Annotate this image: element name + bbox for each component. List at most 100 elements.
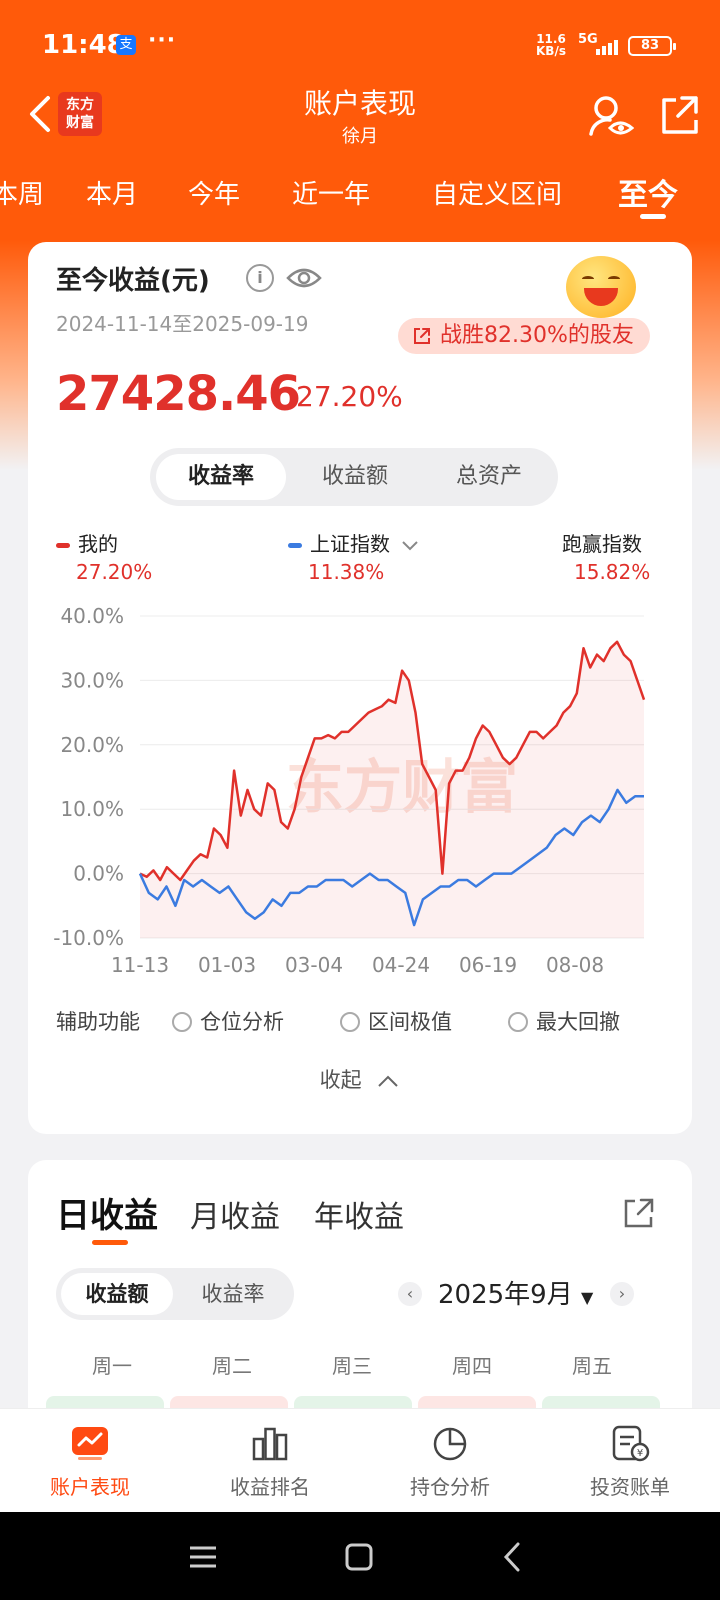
series-line-index xyxy=(138,788,644,927)
series-line-mine xyxy=(139,640,646,882)
segment-return-amount[interactable]: 收益额 xyxy=(321,464,388,489)
metric-segment: 收益率 收益额 总资产 xyxy=(150,448,558,506)
next-month-icon[interactable]: › xyxy=(610,1282,634,1306)
earnings-tab-indicator xyxy=(92,1240,128,1245)
account-name: 徐月 xyxy=(342,126,378,147)
share-icon[interactable] xyxy=(622,1196,656,1230)
weekday-label: 周一 xyxy=(92,1354,132,1378)
chevron-down-icon xyxy=(402,540,419,550)
bottom-tab-holdings-analysis[interactable]: 持仓分析 xyxy=(360,1409,540,1513)
tab-yearly-earnings[interactable]: 年收益 xyxy=(314,1200,404,1235)
y-tick-label: 0.0% xyxy=(73,862,124,886)
user-view-icon[interactable] xyxy=(588,94,634,138)
tab-monthly-earnings[interactable]: 月收益 xyxy=(190,1200,280,1235)
series-area-mine xyxy=(140,641,644,938)
earnings-calendar-card: 日收益 月收益 年收益 收益额 收益率 ‹ 2025年9月 ▼ › 周一 周二 … xyxy=(28,1160,692,1420)
y-tick-label: 20.0% xyxy=(60,733,124,757)
battery-icon: 83 xyxy=(628,36,676,56)
chevron-up-icon xyxy=(378,1075,399,1087)
x-tick-label: 04-24 xyxy=(372,953,430,977)
beat-peers-badge[interactable]: 战胜82.30%的股友 xyxy=(398,318,650,354)
bottom-tab-earnings-rank[interactable]: 收益排名 xyxy=(180,1409,360,1513)
x-tick-label: 01-03 xyxy=(198,953,256,977)
laughing-emoji-icon xyxy=(566,256,636,318)
network-speed: 11.6 KB/s xyxy=(536,33,566,57)
aux-option-label: 仓位分析 xyxy=(200,1010,284,1034)
legend-mine: 我的 xyxy=(56,528,118,557)
return-line-chart[interactable]: 东方财富40.0%30.0%20.0%10.0%0.0%-10.0%11-130… xyxy=(28,592,692,992)
info-icon[interactable]: i xyxy=(246,264,274,292)
signal-bars-icon xyxy=(596,36,620,55)
radio-icon xyxy=(508,1012,528,1032)
net-speed-value: 11.6 xyxy=(536,32,566,46)
more-notifications-icon: ··· xyxy=(148,28,177,53)
bottom-tab-investment-bill[interactable]: ¥ 投资账单 xyxy=(540,1409,720,1513)
segment-earnings-rate[interactable]: 收益率 xyxy=(201,1282,265,1306)
weekday-label: 周三 xyxy=(332,1354,372,1378)
tab-custom-range[interactable]: 自定义区间 xyxy=(432,180,563,210)
total-profit-percent: 27.20% xyxy=(296,380,403,413)
legend-mine-label: 我的 xyxy=(78,532,118,556)
home-icon[interactable] xyxy=(342,1540,376,1574)
bill-icon: ¥ xyxy=(612,1425,650,1462)
beat-text: 战胜82.30%的股友 xyxy=(440,323,634,348)
y-tick-label: 30.0% xyxy=(60,668,124,692)
summary-title: 至今收益(元) xyxy=(56,266,210,296)
x-tick-label: 03-04 xyxy=(285,953,343,977)
y-tick-label: -10.0% xyxy=(53,926,124,950)
eye-icon[interactable] xyxy=(286,264,322,292)
active-tab-indicator xyxy=(640,214,666,219)
prev-month-icon[interactable]: ‹ xyxy=(398,1282,422,1306)
earnings-metric-segment: 收益额 收益率 xyxy=(56,1268,294,1320)
aux-max-drawdown[interactable]: 最大回撤 xyxy=(508,1006,620,1036)
system-navigation-bar xyxy=(0,1512,720,1600)
x-tick-label: 08-08 xyxy=(546,953,604,977)
legend-mine-value: 27.20% xyxy=(76,560,153,584)
bar-chart-icon xyxy=(252,1427,288,1461)
aux-position-analysis[interactable]: 仓位分析 xyxy=(172,1006,284,1036)
tab-to-date[interactable]: 至今 xyxy=(618,178,678,213)
legend-index-value: 11.38% xyxy=(308,560,385,584)
month-selector[interactable]: 2025年9月 ▼ xyxy=(438,1274,593,1311)
legend-index-swatch xyxy=(288,543,302,548)
segment-earnings-amount[interactable]: 收益额 xyxy=(61,1273,173,1315)
share-icon[interactable] xyxy=(660,94,700,136)
tab-this-week[interactable]: 本周 xyxy=(0,180,45,210)
aux-option-label: 最大回撤 xyxy=(536,1010,620,1034)
caret-down-icon: ▼ xyxy=(580,1288,594,1307)
date-range: 2024-11-14至2025-09-19 xyxy=(56,312,309,336)
tab-this-year[interactable]: 今年 xyxy=(188,180,241,210)
tab-daily-earnings[interactable]: 日收益 xyxy=(56,1196,158,1236)
bottom-tab-bar: 账户表现 收益排名 持仓分析 ¥ 投资账单 xyxy=(0,1408,720,1512)
radio-icon xyxy=(172,1012,192,1032)
x-tick-label: 11-13 xyxy=(111,953,169,977)
legend-mine-swatch xyxy=(56,543,70,548)
status-bar: 11:48 支 ··· 11.6 KB/s 5G 83 xyxy=(0,0,720,90)
share-small-icon xyxy=(414,328,430,344)
bottom-tab-account-performance[interactable]: 账户表现 xyxy=(0,1409,180,1513)
segment-return-rate[interactable]: 收益率 xyxy=(156,454,286,500)
bottom-tab-label: 收益排名 xyxy=(230,1475,310,1499)
performance-card: 至今收益(元) i 2024-11-14至2025-09-19 战胜82.30%… xyxy=(28,242,692,1134)
tab-this-month[interactable]: 本月 xyxy=(86,180,139,210)
aux-range-extreme[interactable]: 区间极值 xyxy=(340,1006,452,1036)
collapse-button[interactable]: 收起 xyxy=(28,1064,692,1094)
bottom-tab-label: 账户表现 xyxy=(50,1475,130,1499)
legend-outperform-label: 跑赢指数 xyxy=(562,532,642,556)
tab-last-year[interactable]: 近一年 xyxy=(292,180,371,210)
back-icon[interactable] xyxy=(496,1540,530,1574)
collapse-label: 收起 xyxy=(319,1068,362,1092)
legend-outperform-value: 15.82% xyxy=(574,560,651,584)
legend-index-label: 上证指数 xyxy=(310,532,390,556)
menu-icon[interactable] xyxy=(186,1540,220,1574)
status-time: 11:48 xyxy=(42,30,125,60)
page-title: 账户表现 xyxy=(303,87,416,120)
signal-type: 5G xyxy=(578,32,598,47)
y-tick-label: 40.0% xyxy=(60,604,124,628)
month-label: 2025年9月 xyxy=(438,1280,573,1310)
alipay-icon: 支 xyxy=(116,35,136,55)
legend-index[interactable]: 上证指数 xyxy=(288,528,420,557)
period-tabs: 本周 本月 今年 近一年 自定义区间 至今 xyxy=(0,170,720,230)
back-arrow-icon[interactable] xyxy=(24,94,60,134)
segment-total-assets[interactable]: 总资产 xyxy=(455,464,522,489)
